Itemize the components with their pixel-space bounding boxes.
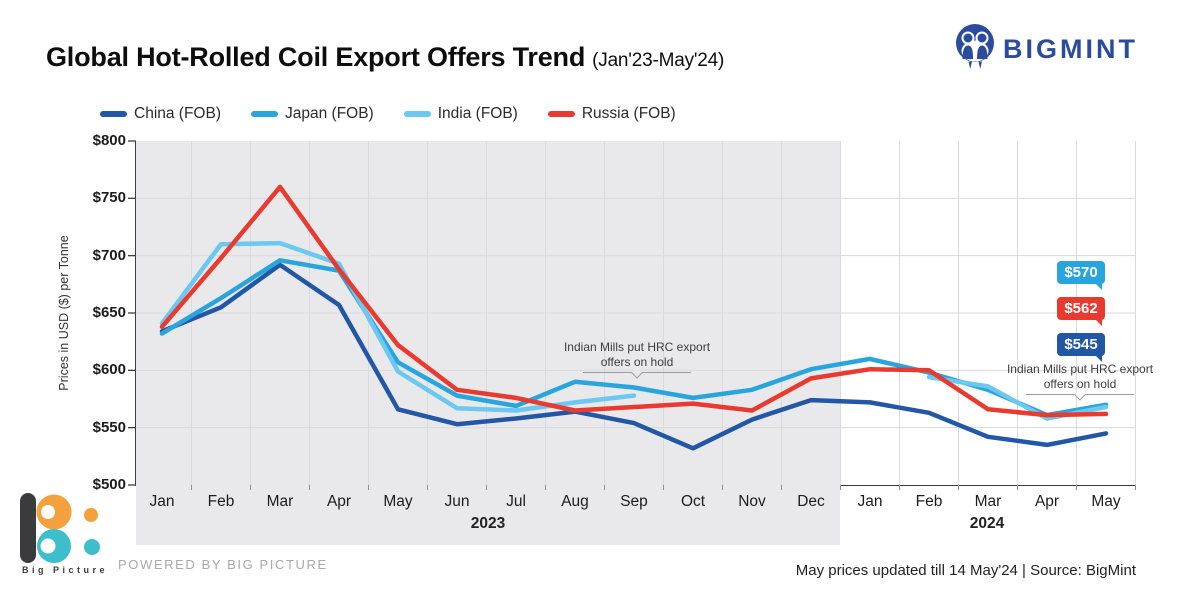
bigmint-logo: BIGMINT [956, 24, 1138, 75]
y-axis-tick-label: $500 [92, 476, 126, 493]
x-axis-month-label: May [383, 493, 413, 510]
value-callout-china-fob: $545 [1057, 333, 1105, 362]
page-title: Global Hot-Rolled Coil Export Offers Tre… [46, 42, 724, 73]
source-text: May prices updated till 14 May'24 | Sour… [795, 562, 1136, 579]
chart-area: 2023 2024 Indian Mills put HRC export of… [93, 132, 1153, 545]
powered-by-text: POWERED BY BIG PICTURE [118, 557, 328, 572]
annotation-india-hold-2023: Indian Mills put HRC export offers on ho… [562, 340, 712, 379]
legend-item-russia-fob: Russia (FOB) [547, 105, 676, 123]
x-axis-month-label: Jun [444, 493, 470, 510]
legend-label: Russia (FOB) [581, 105, 676, 122]
legend-item-india-fob: India (FOB) [403, 105, 518, 123]
series-line-russia-fob [159, 184, 1109, 418]
annotation-india-hold-2024: Indian Mills put HRC export offers on ho… [1005, 362, 1155, 401]
legend-label: Japan (FOB) [285, 105, 374, 122]
plot-canvas [128, 140, 1136, 490]
x-axis-year-2023: 2023 [470, 515, 506, 532]
legend-swatch [547, 111, 575, 117]
y-axis-tick-label: $600 [92, 361, 126, 379]
value-callout-russia-fob: $562 [1057, 297, 1105, 326]
x-axis-month-label: Aug [561, 493, 589, 510]
x-axis-month-label: Feb [207, 493, 235, 510]
x-axis-year-2024: 2024 [969, 515, 1005, 532]
big-picture-logo [18, 486, 108, 569]
annotation-text: Indian Mills put HRC export offers on ho… [1006, 362, 1154, 391]
legend-swatch [100, 111, 127, 117]
y-axis-tick-label: $800 [92, 132, 126, 149]
page-subtitle: (Jan'23-May'24) [592, 50, 725, 71]
legend-swatch [251, 111, 278, 117]
big-picture-logo-text: Big Picture [22, 565, 109, 575]
annotation-pointer-line [1026, 389, 1134, 401]
x-axis-month-label: Jul [506, 493, 526, 510]
x-axis-month-label: Oct [680, 493, 706, 510]
chart-legend: China (FOB) Japan (FOB) India (FOB) Russia … [100, 105, 676, 123]
legend-item-china-fob: China (FOB) [100, 105, 221, 123]
x-axis-month-label: Dec [797, 493, 825, 510]
legend-item-japan-fob: Japan (FOB) [251, 105, 374, 123]
legend-label: China (FOB) [134, 105, 221, 122]
x-axis-month-label: Feb [915, 493, 943, 510]
bigmint-logo-icon [956, 24, 996, 75]
x-axis-month-label: Jan [149, 493, 175, 510]
x-axis-month-label: Apr [1034, 493, 1060, 510]
value-callout-japan-fob: $570 [1057, 261, 1105, 290]
x-axis-month-label: Jan [857, 493, 883, 510]
annotation-pointer-line [583, 367, 691, 379]
y-axis-tick-label: $550 [92, 418, 126, 436]
x-axis-month-label: Apr [326, 493, 352, 510]
x-axis-month-label: May [1091, 493, 1121, 510]
legend-swatch [403, 111, 431, 117]
y-axis-tick-label: $750 [92, 189, 126, 207]
latest-value-callouts: $570 $562 $545 [1057, 261, 1105, 369]
legend-label: India (FOB) [437, 105, 518, 122]
bigmint-logo-text: BIGMINT [1003, 34, 1138, 64]
x-axis-month-label: Sep [620, 493, 648, 510]
x-axis-month-label: Mar [974, 493, 1002, 510]
x-axis-month-label: Nov [738, 493, 766, 510]
series-line-china-fob [159, 262, 1109, 451]
page-title-text: Global Hot-Rolled Coil Export Offers Tre… [46, 42, 586, 72]
x-axis-month-label: Mar [266, 493, 294, 510]
annotation-text: Indian Mills put HRC export offers on ho… [563, 340, 711, 369]
y-axis-tick-label: $700 [92, 246, 126, 264]
y-axis-tick-label: $650 [92, 304, 126, 321]
